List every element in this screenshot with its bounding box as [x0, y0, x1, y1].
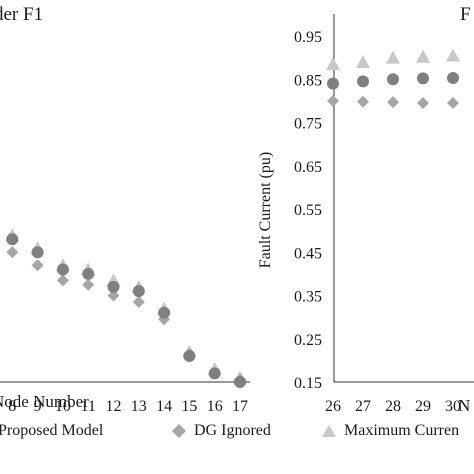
x-tick-label: 8 — [8, 398, 16, 415]
circle-point — [234, 376, 246, 388]
circle-point — [327, 77, 339, 90]
diamond-point — [56, 274, 69, 287]
left-chart-axes: 8 9 10 11 12 13 14 15 16 17 — [0, 381, 250, 415]
x-tick-label: 16 — [207, 398, 223, 415]
legend-label: Maximum Curren — [344, 422, 460, 439]
y-tick-label: 0.25 — [294, 332, 322, 349]
y-tick-label: 0.75 — [294, 116, 322, 133]
triangle-marker-icon — [322, 425, 336, 437]
legend-item-maximum-current: Maximum Curren — [322, 422, 459, 440]
circle-point — [447, 71, 459, 84]
circle-point — [357, 75, 369, 88]
legend-item-dg-ignored: DG Ignored — [172, 422, 271, 440]
circle-point — [417, 72, 429, 85]
x-tick-label: 28 — [385, 398, 401, 415]
x-tick-label: 9 — [34, 398, 42, 415]
circle-point — [6, 233, 19, 246]
y-tick-label: 0.95 — [294, 29, 322, 46]
x-tick-label: 30 — [445, 398, 461, 415]
triangle-point — [386, 50, 400, 64]
circle-point — [56, 263, 69, 276]
triangle-point — [446, 48, 460, 62]
chart-marks — [5, 48, 460, 388]
circle-point — [158, 306, 171, 319]
y-axis-label-right: Fault Current (pu) — [257, 151, 274, 269]
diamond-point — [417, 97, 429, 110]
legend: Proposed Model DG Ignored Maximum Curren — [0, 420, 474, 450]
diamond-point — [31, 259, 44, 272]
diamond-marker-icon — [172, 424, 186, 438]
y-tick-label: 0.35 — [294, 289, 322, 306]
diamond-point — [327, 94, 339, 107]
legend-label: Proposed Model — [0, 422, 104, 439]
circle-point — [107, 280, 120, 293]
diamond-point — [6, 246, 19, 259]
x-tick-label: 17 — [232, 398, 248, 415]
y-tick-label: 0.55 — [294, 202, 322, 219]
x-tick-label: 29 — [415, 398, 431, 415]
x-tick-label: 26 — [325, 398, 341, 415]
x-axis-label-right: N — [458, 396, 471, 415]
chart-title-right: F — [460, 4, 471, 25]
diamond-point — [387, 96, 399, 109]
x-tick-label: 13 — [131, 398, 147, 415]
circle-point — [132, 285, 145, 298]
chart-title-left: der F1 — [0, 4, 44, 25]
x-tick-label: 14 — [156, 398, 172, 415]
x-axis-label-left: Node Number — [0, 392, 89, 411]
circle-point — [387, 73, 399, 86]
y-tick-label: 0.85 — [294, 72, 322, 89]
diamond-point — [447, 97, 459, 110]
legend-item-proposed-model: Proposed Model — [0, 422, 103, 440]
circle-point — [31, 246, 44, 259]
y-tick-label: 0.65 — [294, 159, 322, 176]
circle-point — [183, 350, 196, 363]
diamond-point — [132, 295, 145, 308]
diamond-point — [357, 95, 369, 108]
x-tick-label: 10 — [55, 398, 71, 415]
circle-point — [82, 267, 95, 280]
x-tick-label: 15 — [181, 398, 197, 415]
diamond-point — [82, 278, 95, 291]
x-tick-label: 11 — [80, 398, 95, 415]
x-tick-label: 12 — [106, 398, 122, 415]
y-tick-label: 0.45 — [294, 245, 322, 262]
y-tick-label: 0.15 — [294, 375, 322, 392]
triangle-point — [356, 54, 370, 68]
circle-point — [208, 367, 221, 380]
triangle-point — [416, 49, 430, 63]
x-tick-label: 27 — [355, 398, 371, 415]
diamond-point — [107, 289, 120, 302]
triangle-point — [326, 57, 340, 71]
legend-label: DG Ignored — [194, 422, 271, 439]
